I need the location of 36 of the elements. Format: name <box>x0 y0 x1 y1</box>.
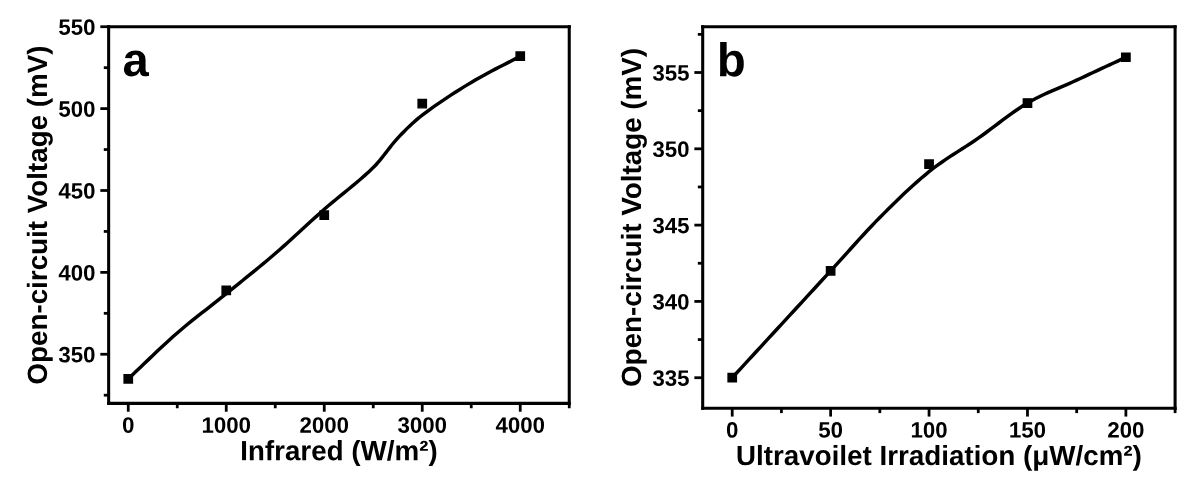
x-tick-label: 1000 <box>202 417 251 433</box>
point <box>1022 98 1033 108</box>
y-tick-label: 355 <box>652 65 689 81</box>
y-tick-label: 345 <box>652 217 689 234</box>
x-axis-title: Infrared (W/m²) <box>242 440 437 466</box>
point <box>727 372 738 383</box>
x-tick-label: 50 <box>818 422 843 438</box>
point <box>221 285 232 296</box>
point <box>515 51 526 62</box>
x-tick-label: 150 <box>1010 422 1046 438</box>
x-tick-label: 100 <box>911 422 947 438</box>
y-tick-label: 350 <box>652 141 689 158</box>
y-tick-label: 350 <box>58 346 95 363</box>
y-tick-label: 500 <box>59 101 95 117</box>
point <box>924 159 934 169</box>
y-tick-label: 550 <box>59 19 95 35</box>
y-axis-title: Open-circuit Voltage (mV) <box>620 49 647 386</box>
point <box>825 266 836 276</box>
x-tick-label: 0 <box>726 422 738 438</box>
y-tick-label: 340 <box>652 293 689 310</box>
x-tick-label: 4000 <box>495 417 545 433</box>
point <box>1121 52 1131 63</box>
y-tick-label: 450 <box>58 183 95 199</box>
x-tick-label: 2000 <box>300 417 349 433</box>
point <box>417 98 428 109</box>
x-tick-label: 3000 <box>398 417 447 433</box>
annotation: b <box>719 41 744 77</box>
y-axis-title: Open-circuit Voltage (mV) <box>26 46 53 384</box>
point <box>319 210 330 220</box>
x-axis-title: Ultravoilet Irradiation (μW/cm²) <box>737 444 1141 471</box>
point <box>123 373 134 384</box>
annotation: a <box>123 50 150 77</box>
x-tick-label: 0 <box>122 417 134 433</box>
y-tick-label: 335 <box>652 370 689 387</box>
x-tick-label: 200 <box>1108 422 1144 438</box>
y-tick-label: 400 <box>58 264 95 281</box>
